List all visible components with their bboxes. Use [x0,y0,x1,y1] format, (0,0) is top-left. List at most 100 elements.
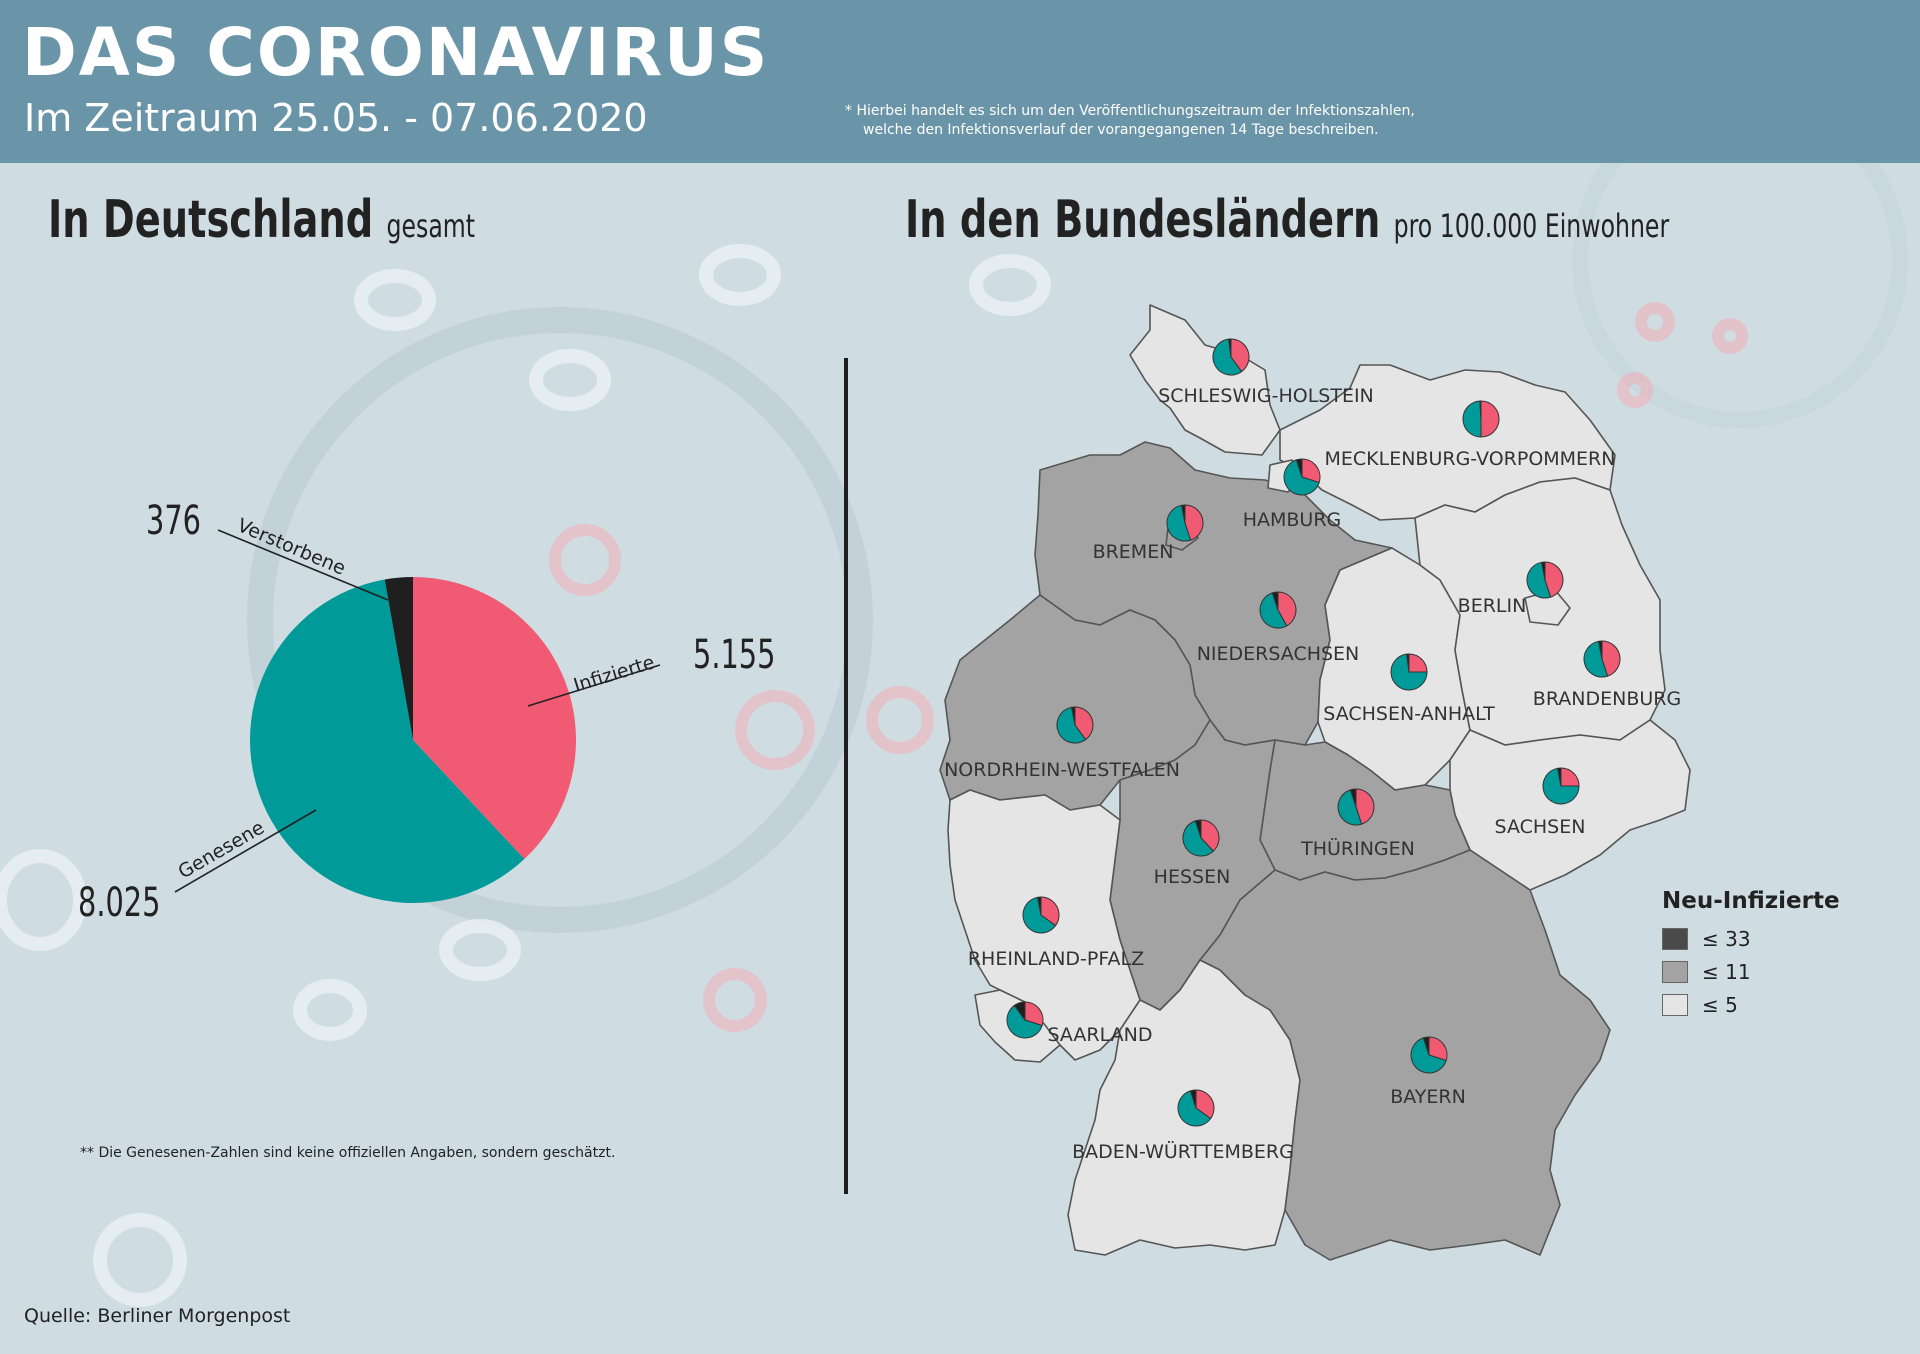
state-pie-8-infected [1601,640,1621,677]
section-divider [844,358,848,1194]
state-pie-7-deceased [1406,653,1410,673]
state-pie-14-infected [1024,1001,1044,1027]
period-note-line-1: * Hierbei handelt es sich um den Veröffe… [845,103,1415,119]
legend-title: Neu-Infizierte [1662,888,1840,914]
legend-swatch-high [1662,927,1688,950]
pie-deceased-slice [384,577,413,740]
state-pie-1-deceased [1228,338,1232,358]
state-pie-1-recovered [1212,338,1243,376]
label-thueringen: THÜRINGEN [1300,837,1415,860]
pie-infected-slice [413,577,576,860]
label-brandenburg: BRANDENBURG [1533,688,1681,710]
state-pie-7 [1390,653,1428,691]
state-pie-6 [1526,561,1564,599]
legend-label-low: ≤ 5 [1702,992,1738,1017]
state-pie-12-recovered [1182,820,1215,857]
state-pie-4-infected [1184,504,1204,541]
label-infected: Infizierte [571,651,657,696]
state-pie-12-deceased [1194,819,1202,839]
map-legend: Neu-Infizierte ≤ 33 ≤ 11 ≤ 5 [1662,888,1840,1021]
state-schleswig-holstein [1129,304,1281,456]
state-pie-4-deceased [1181,504,1186,524]
label-sachsen-anhalt: SACHSEN-ANHALT [1323,703,1495,725]
state-pie-1-infected [1230,338,1250,373]
state-pie-16-recovered [1177,1090,1212,1127]
page-subtitle: Im Zeitraum 25.05. - 07.06.2020 [24,96,648,140]
state-pie-6-infected [1544,561,1564,598]
states-heading-small: pro 100.000 Einwohner [1393,207,1670,245]
germany-heading-small: gesamt [386,207,476,245]
label-bayern: BAYERN [1390,1086,1466,1108]
state-pie-7-recovered [1390,653,1428,691]
label-berlin: BERLIN [1458,595,1527,617]
period-note-line-2: welche den Infektionsverlauf der vorange… [863,122,1379,138]
state-pie-2-recovered [1462,400,1482,438]
value-infected: 5.155 [693,632,776,678]
state-pie-15 [1410,1036,1448,1074]
state-pie-8-recovered [1583,640,1609,678]
state-pie-5-deceased [1271,591,1279,611]
legend-item-high: ≤ 33 [1662,922,1840,955]
state-pie-4-recovered [1166,504,1192,542]
state-pie-13-infected [1040,896,1060,927]
state-pie-5 [1259,591,1297,629]
legend-label-high: ≤ 33 [1702,926,1751,951]
page-title: DAS CORONAVIRUS [22,14,770,91]
state-pie-8-deceased [1598,640,1603,660]
leader-recovered [174,809,317,893]
state-pie-16-deceased [1189,1089,1197,1109]
state-pie-9 [1056,706,1094,744]
state-pie-4 [1166,504,1204,542]
legend-item-mid: ≤ 11 [1662,955,1840,988]
state-pie-8 [1583,640,1621,678]
state-pie-11-recovered [1337,789,1363,826]
value-deceased: 376 [146,498,201,544]
state-pie-9-recovered [1056,706,1087,744]
state-pie-2 [1462,400,1500,438]
state-pie-10 [1542,767,1580,805]
state-pie-1 [1212,338,1250,376]
state-pie-2-infected [1480,400,1500,438]
state-pie-12-infected [1200,819,1220,852]
state-pie-13 [1022,896,1060,934]
state-pie-3-deceased [1295,458,1303,478]
germany-heading-main: In Deutschland [48,190,374,250]
state-pie-15-infected [1428,1036,1448,1062]
states-section-heading: In den Bundesländern pro 100.000 Einwohn… [905,190,1669,250]
state-pie-9-infected [1074,706,1094,741]
state-pie-10-deceased [1557,767,1562,787]
state-pie-3 [1283,458,1321,496]
state-pie-3-recovered [1283,459,1320,496]
germany-pie-chart: Verstorbene Infizierte Genesene [174,514,661,903]
header-banner: DAS CORONAVIRUS Im Zeitraum 25.05. - 07.… [0,0,1920,163]
state-pie-11 [1337,788,1375,826]
state-pie-3-infected [1301,458,1321,484]
value-recovered: 8.025 [78,880,161,926]
label-hessen: HESSEN [1154,866,1231,888]
leader-infected [527,664,661,707]
label-hamburg: HAMBURG [1243,509,1342,531]
state-pie-6-deceased [1541,561,1546,581]
legend-swatch-mid [1662,960,1688,983]
state-pie-13-deceased [1037,896,1042,916]
label-saarland: SAARLAND [1047,1024,1152,1046]
state-bayern [1199,849,1611,1261]
state-pie-14 [1006,1001,1044,1039]
period-note: * Hierbei handelt es sich um den Veröffe… [845,102,1415,140]
state-pie-12 [1182,819,1220,857]
label-niedersachsen: NIEDERSACHSEN [1197,643,1360,665]
germany-section-heading: In Deutschland gesamt [48,190,475,250]
source-credit: Quelle: Berliner Morgenpost [24,1305,291,1327]
states-heading-main: In den Bundesländern [905,190,1381,250]
state-pie-10-recovered [1542,767,1580,805]
state-pie-13-recovered [1022,896,1057,934]
label-sachsen: SACHSEN [1495,816,1586,838]
label-bremen: BREMEN [1093,541,1174,563]
pie-recovered-slice [249,579,525,903]
state-pie-9-deceased [1071,706,1076,726]
label-deceased: Verstorbene [234,514,349,579]
germany-state-map: SCHLESWIG-HOLSTEIN MECKLENBURG-VORPOMMER… [939,304,1691,1261]
label-rheinland-pfalz: RHEINLAND-PFALZ [968,948,1144,970]
state-pie-11-infected [1355,788,1375,825]
state-pie-6-recovered [1526,561,1552,599]
